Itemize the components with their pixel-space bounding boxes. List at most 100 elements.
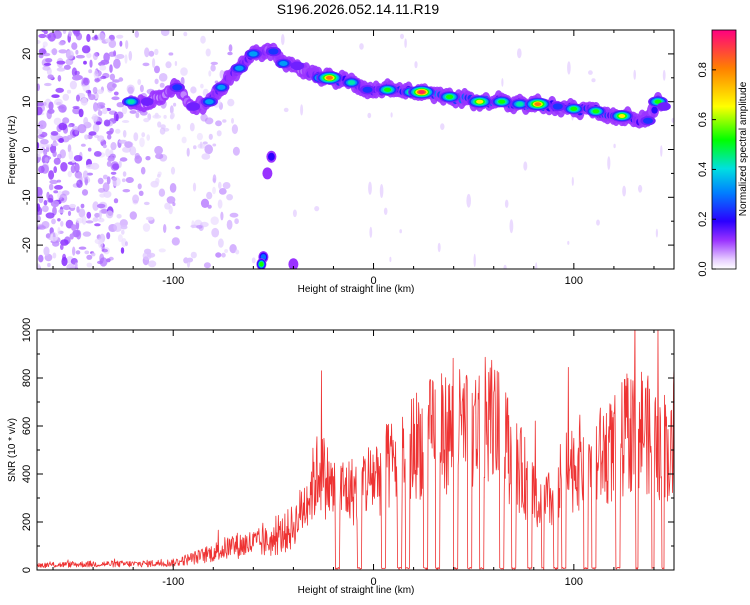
noise-speck <box>76 206 80 213</box>
noise-speck <box>170 166 176 175</box>
noise-speck <box>106 176 111 185</box>
noise-speck <box>154 48 159 56</box>
noise-streak <box>535 262 538 269</box>
noise-speck <box>116 214 122 219</box>
noise-speck <box>100 59 110 65</box>
ridge-peak <box>326 75 333 80</box>
noise-speck <box>92 217 99 222</box>
noise-speck <box>62 30 67 34</box>
noise-speck <box>45 58 53 63</box>
noise-speck <box>94 223 101 227</box>
noise-speck <box>121 120 130 123</box>
noise-speck <box>115 128 121 134</box>
noise-speck <box>56 60 66 65</box>
noise-speck <box>97 217 105 223</box>
ridge-peak <box>643 117 653 124</box>
noise-speck <box>186 257 194 263</box>
y-tick-label: -10 <box>21 189 33 205</box>
noise-streak <box>189 122 195 132</box>
noise-speck <box>154 65 160 74</box>
noise-speck <box>59 149 66 159</box>
noise-streak <box>607 156 611 170</box>
noise-speck <box>69 203 76 209</box>
noise-speck <box>102 182 110 192</box>
noise-speck <box>38 194 44 204</box>
noise-speck <box>96 203 106 209</box>
noise-speck <box>109 73 116 81</box>
ridge-peak <box>172 84 183 91</box>
noise-streak <box>466 193 472 208</box>
noise-speck <box>122 171 127 177</box>
noise-speck <box>74 163 80 173</box>
noise-speck <box>215 120 222 127</box>
noise-speck <box>67 210 72 216</box>
noise-speck <box>170 112 175 119</box>
noise-speck <box>129 146 137 156</box>
noise-speck <box>106 232 111 240</box>
noise-speck <box>45 212 55 219</box>
colorbar-tick-label: 0.8 <box>697 62 709 77</box>
noise-speck <box>110 171 117 175</box>
noise-speck <box>228 44 233 52</box>
y-tick-label: 800 <box>21 369 33 387</box>
noise-speck <box>66 263 75 269</box>
noise-speck <box>120 225 128 230</box>
noise-speck <box>113 198 119 204</box>
noise-speck <box>50 200 60 208</box>
noise-speck <box>103 190 112 198</box>
noise-speck <box>127 86 134 95</box>
noise-speck <box>94 78 100 83</box>
noise-speck <box>64 236 71 245</box>
noise-speck <box>218 238 224 248</box>
noise-speck <box>226 219 233 230</box>
noise-speck <box>109 64 113 73</box>
ridge-peak <box>362 86 373 93</box>
noise-speck <box>71 224 77 231</box>
noise-speck <box>43 200 48 206</box>
noise-speck <box>121 229 125 235</box>
noise-speck <box>41 30 47 33</box>
noise-speck <box>158 248 166 253</box>
noise-speck <box>125 40 129 50</box>
noise-speck <box>107 156 115 162</box>
noise-speck <box>84 250 90 255</box>
noise-speck <box>67 124 73 128</box>
noise-streak <box>504 199 509 208</box>
noise-streak <box>300 104 304 116</box>
noise-speck <box>220 211 224 221</box>
spectrogram-ridge <box>122 42 671 269</box>
noise-speck <box>37 203 41 212</box>
noise-speck <box>142 62 150 67</box>
noise-speck <box>86 254 93 260</box>
noise-speck <box>212 143 217 147</box>
noise-speck <box>38 254 44 263</box>
noise-speck <box>142 223 151 232</box>
noise-speck <box>158 73 168 82</box>
noise-speck <box>113 91 119 96</box>
noise-streak <box>183 31 188 37</box>
noise-speck <box>58 49 68 54</box>
noise-speck <box>50 232 59 242</box>
noise-speck <box>155 153 164 160</box>
noise-speck <box>180 67 188 76</box>
noise-speck <box>205 48 211 57</box>
noise-speck <box>116 54 125 59</box>
noise-speck <box>175 225 181 230</box>
noise-speck <box>59 193 68 203</box>
noise-speck <box>143 118 150 123</box>
noise-speck <box>138 190 144 196</box>
noise-speck <box>122 130 127 138</box>
noise-speck <box>37 106 43 116</box>
noise-streak <box>613 143 616 149</box>
noise-streak <box>638 184 643 193</box>
ridge-peak <box>235 65 244 71</box>
ridge-peak <box>290 61 305 71</box>
noise-speck <box>140 166 146 175</box>
noise-speck <box>139 84 144 93</box>
noise-speck <box>157 121 162 128</box>
noise-speck <box>134 30 139 38</box>
noise-speck <box>57 218 61 222</box>
noise-speck <box>229 244 237 254</box>
ridge-peak <box>186 102 200 111</box>
